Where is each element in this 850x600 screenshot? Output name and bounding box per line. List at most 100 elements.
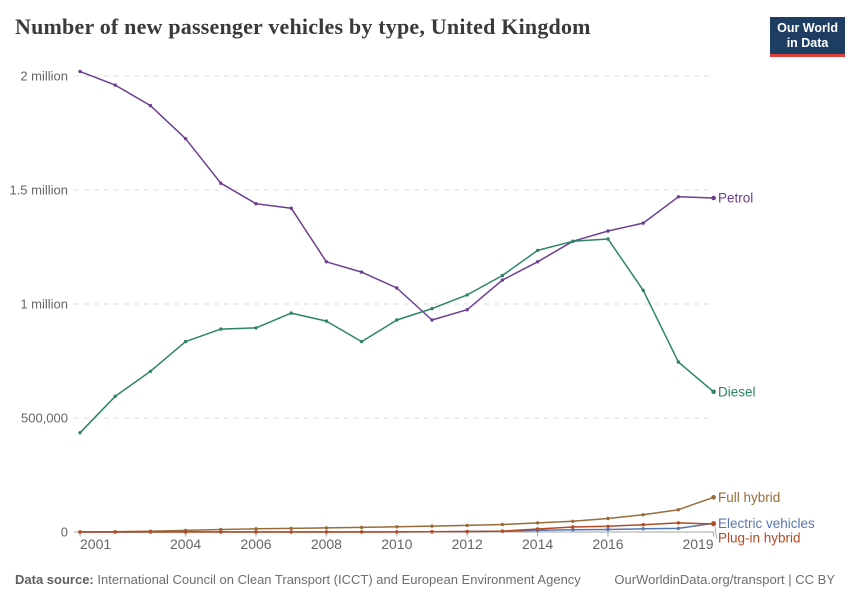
series-point-plug-in-hybrid[interactable] bbox=[711, 521, 716, 527]
series-label-diesel[interactable]: Diesel bbox=[718, 385, 756, 400]
x-axis-tick-label: 2012 bbox=[452, 536, 483, 552]
series-point-electric-vehicles[interactable] bbox=[571, 528, 575, 532]
series-point-diesel[interactable] bbox=[289, 311, 293, 315]
series-point-petrol[interactable] bbox=[254, 202, 258, 206]
series-point-full-hybrid[interactable] bbox=[571, 519, 575, 523]
series-point-full-hybrid[interactable] bbox=[254, 527, 258, 531]
series-point-electric-vehicles[interactable] bbox=[641, 527, 645, 531]
series-point-electric-vehicles[interactable] bbox=[606, 527, 610, 532]
series-point-plug-in-hybrid[interactable] bbox=[395, 530, 399, 534]
owid-logo[interactable]: Our World in Data bbox=[770, 17, 845, 57]
series-point-diesel[interactable] bbox=[113, 394, 117, 398]
series-point-diesel[interactable] bbox=[254, 326, 258, 330]
series-point-petrol[interactable] bbox=[148, 103, 153, 108]
series-point-plug-in-hybrid[interactable] bbox=[219, 530, 223, 534]
series-point-petrol[interactable] bbox=[465, 308, 469, 312]
series-point-diesel[interactable] bbox=[359, 339, 364, 344]
series-point-petrol[interactable] bbox=[430, 318, 434, 322]
data-source-note: Data source: International Council on Cl… bbox=[15, 572, 581, 587]
series-point-petrol[interactable] bbox=[78, 69, 82, 74]
x-axis-tick-label: 2010 bbox=[381, 536, 412, 552]
series-point-petrol[interactable] bbox=[711, 195, 716, 201]
series-point-petrol[interactable] bbox=[395, 286, 399, 290]
series-point-electric-vehicles[interactable] bbox=[676, 526, 681, 531]
y-axis-tick-label: 1.5 million bbox=[9, 183, 68, 198]
series-point-full-hybrid[interactable] bbox=[465, 523, 469, 528]
series-point-full-hybrid[interactable] bbox=[219, 527, 223, 532]
series-point-diesel[interactable] bbox=[324, 319, 329, 323]
attribution-link[interactable]: OurWorldinData.org/transport | CC BY bbox=[614, 572, 835, 587]
series-point-diesel[interactable] bbox=[395, 318, 399, 322]
y-axis-tick-label: 1 million bbox=[20, 297, 68, 312]
series-point-plug-in-hybrid[interactable] bbox=[430, 530, 434, 534]
series-point-full-hybrid[interactable] bbox=[430, 524, 434, 528]
series-point-petrol[interactable] bbox=[324, 260, 329, 264]
series-label-electric-vehicles[interactable]: Electric vehicles bbox=[718, 516, 815, 531]
series-point-diesel[interactable] bbox=[641, 288, 645, 292]
series-point-petrol[interactable] bbox=[359, 270, 364, 274]
series-point-plug-in-hybrid[interactable] bbox=[78, 530, 82, 534]
x-axis-tick-label: 2004 bbox=[170, 536, 201, 552]
series-point-plug-in-hybrid[interactable] bbox=[535, 527, 540, 531]
series-point-full-hybrid[interactable] bbox=[324, 526, 329, 530]
series-point-diesel[interactable] bbox=[711, 389, 716, 395]
data-source-text: International Council on Clean Transport… bbox=[93, 572, 581, 587]
series-point-petrol[interactable] bbox=[183, 137, 188, 141]
series-point-full-hybrid[interactable] bbox=[289, 526, 293, 531]
series-point-full-hybrid[interactable] bbox=[500, 522, 505, 527]
series-point-plug-in-hybrid[interactable] bbox=[606, 524, 610, 528]
series-point-plug-in-hybrid[interactable] bbox=[465, 529, 469, 534]
series-point-plug-in-hybrid[interactable] bbox=[571, 525, 575, 529]
series-point-petrol[interactable] bbox=[113, 83, 117, 87]
series-point-full-hybrid[interactable] bbox=[395, 525, 399, 529]
series-point-plug-in-hybrid[interactable] bbox=[183, 530, 188, 534]
series-point-diesel[interactable] bbox=[148, 369, 153, 373]
series-point-full-hybrid[interactable] bbox=[676, 508, 681, 512]
series-point-plug-in-hybrid[interactable] bbox=[254, 530, 258, 534]
series-label-petrol[interactable]: Petrol bbox=[718, 191, 753, 206]
x-axis-tick-label: 2019 bbox=[682, 536, 713, 552]
series-point-petrol[interactable] bbox=[606, 229, 610, 233]
y-axis-tick-label: 500,000 bbox=[21, 411, 68, 426]
series-point-diesel[interactable] bbox=[571, 239, 575, 243]
series-point-plug-in-hybrid[interactable] bbox=[148, 530, 153, 534]
series-point-petrol[interactable] bbox=[535, 260, 540, 264]
series-point-full-hybrid[interactable] bbox=[606, 516, 610, 521]
series-point-petrol[interactable] bbox=[676, 195, 681, 199]
series-point-petrol[interactable] bbox=[641, 221, 645, 225]
series-point-diesel[interactable] bbox=[535, 248, 540, 253]
series-point-plug-in-hybrid[interactable] bbox=[289, 530, 293, 534]
series-point-diesel[interactable] bbox=[219, 327, 223, 331]
series-point-petrol[interactable] bbox=[289, 206, 293, 210]
series-point-diesel[interactable] bbox=[500, 273, 505, 278]
series-label-full-hybrid[interactable]: Full hybrid bbox=[718, 490, 780, 505]
series-point-plug-in-hybrid[interactable] bbox=[113, 530, 117, 534]
series-point-plug-in-hybrid[interactable] bbox=[359, 530, 364, 534]
series-point-full-hybrid[interactable] bbox=[641, 513, 645, 517]
series-point-full-hybrid[interactable] bbox=[711, 495, 716, 500]
x-axis-tick-label: 2006 bbox=[240, 536, 271, 552]
series-line-petrol[interactable] bbox=[79, 70, 714, 321]
series-point-diesel[interactable] bbox=[430, 306, 434, 311]
owid-logo-line2: in Data bbox=[786, 36, 829, 50]
series-point-diesel[interactable] bbox=[465, 293, 469, 297]
series-point-plug-in-hybrid[interactable] bbox=[676, 521, 681, 525]
series-point-petrol[interactable] bbox=[219, 181, 223, 185]
series-point-plug-in-hybrid[interactable] bbox=[641, 523, 645, 527]
series-point-full-hybrid[interactable] bbox=[535, 521, 540, 525]
series-label-plug-in-hybrid[interactable]: Plug-in hybrid bbox=[718, 531, 801, 546]
x-axis-tick-label: 2008 bbox=[311, 536, 342, 552]
series-point-diesel[interactable] bbox=[606, 237, 610, 241]
series-point-diesel[interactable] bbox=[183, 339, 188, 344]
series-point-plug-in-hybrid[interactable] bbox=[500, 529, 505, 533]
chart-title: Number of new passenger vehicles by type… bbox=[15, 14, 591, 39]
series-point-plug-in-hybrid[interactable] bbox=[324, 530, 329, 534]
series-point-diesel[interactable] bbox=[676, 360, 681, 364]
series-point-diesel[interactable] bbox=[78, 431, 82, 435]
series-line-diesel[interactable] bbox=[79, 238, 715, 434]
series-point-petrol[interactable] bbox=[500, 278, 505, 282]
series-point-full-hybrid[interactable] bbox=[359, 525, 364, 530]
data-source-label: Data source: bbox=[15, 572, 94, 587]
